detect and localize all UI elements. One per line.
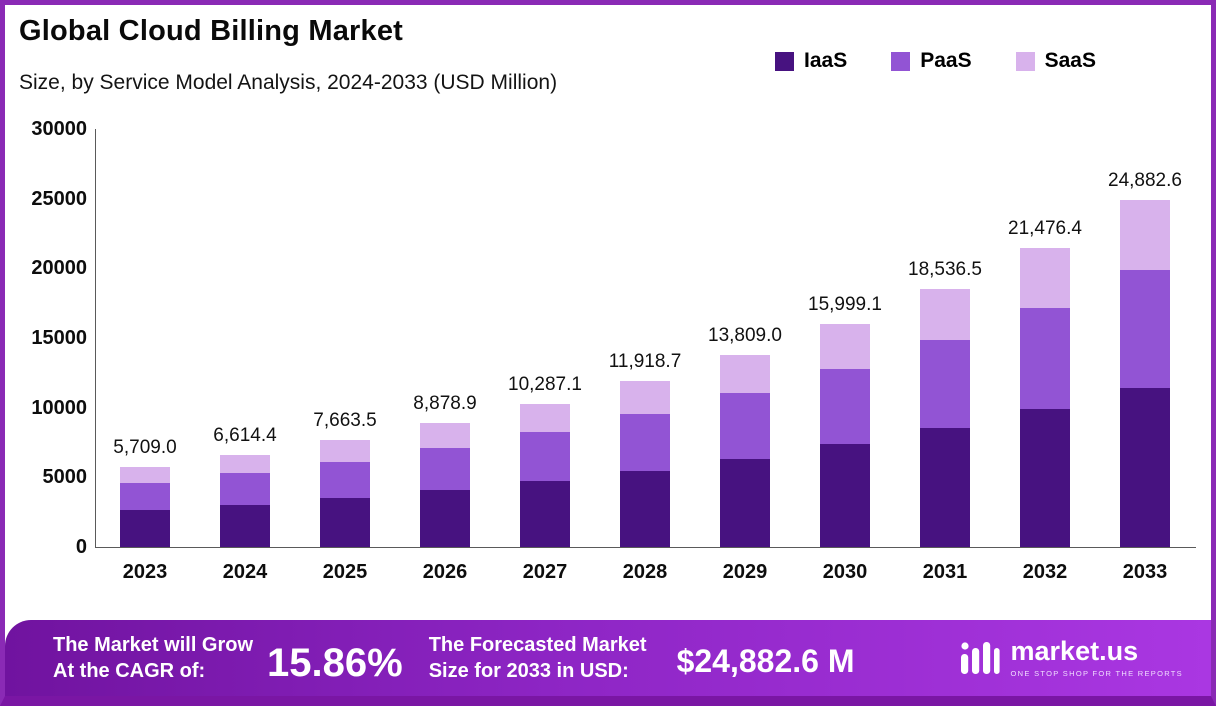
bar-segment-paas-2024: [220, 473, 270, 505]
bar-segment-paas-2026: [420, 448, 470, 491]
bar-segment-paas-2025: [320, 461, 370, 498]
x-axis-label-2025: 2025: [322, 561, 368, 583]
brand: market.us ONE STOP SHOP FOR THE REPORTS: [959, 638, 1183, 678]
bar-segment-iaas-2024: [220, 504, 270, 547]
bar-segment-saas-2029: [720, 354, 770, 394]
y-axis-tick-label: 25000: [31, 187, 87, 210]
bar-segment-iaas-2026: [420, 490, 470, 547]
bar-total-label-2027: 10,287.1: [508, 373, 582, 395]
forecast-value: $24,882.6 M: [676, 642, 855, 679]
bar-segment-iaas-2027: [520, 481, 570, 547]
forecast-label-line1: The Forecasted Market: [428, 634, 647, 656]
legend-item-saas: SaaS: [1015, 49, 1096, 73]
bar-segment-iaas-2028: [620, 470, 670, 547]
brand-text: market.us ONE STOP SHOP FOR THE REPORTS: [1010, 636, 1183, 679]
legend-item-paas: PaaS: [891, 49, 972, 73]
legend-label: IaaS: [804, 49, 848, 72]
bar-segment-iaas-2030: [820, 444, 870, 547]
bar-segment-saas-2030: [820, 324, 870, 369]
bar-total-label-2032: 21,476.4: [1008, 217, 1082, 239]
bar-segment-paas-2030: [820, 368, 870, 445]
bar-total-label-2031: 18,536.5: [908, 258, 982, 280]
x-axis-line: [95, 547, 1196, 548]
y-axis: 0 5000 10000 15000 20000 25000 30000: [5, 118, 88, 558]
bar-segment-saas-2024: [220, 454, 270, 474]
bar-segment-iaas-2029: [720, 458, 770, 547]
bar-segment-paas-2032: [1020, 307, 1070, 410]
bar-total-label-2028: 11,918.7: [608, 350, 682, 372]
x-axis-label-2023: 2023: [122, 561, 168, 583]
bar-total-label-2026: 8,878.9: [413, 393, 477, 415]
footer-banner: The Market will Grow At the CAGR of: 15.…: [5, 620, 1211, 696]
bar-total-label-2030: 15,999.1: [808, 294, 882, 316]
chart-title: Global Cloud Billing Market: [19, 15, 404, 47]
legend-swatch-iaas: [775, 51, 795, 71]
bar-segment-saas-2026: [420, 423, 470, 449]
x-axis-label-2032: 2032: [1022, 561, 1068, 583]
bar-segment-saas-2033: [1120, 200, 1170, 270]
legend-item-iaas: IaaS: [775, 49, 847, 73]
bar-segment-iaas-2031: [920, 428, 970, 547]
forecast-label: The Forecasted Market Size for 2033 in U…: [429, 632, 647, 684]
forecast-label-line2: Size for 2033 in USD:: [428, 660, 629, 682]
bar-segment-saas-2028: [620, 380, 670, 415]
legend-swatch-saas: [1015, 51, 1035, 71]
bar-total-label-2024: 6,614.4: [213, 424, 277, 446]
y-axis-tick-label: 20000: [31, 257, 87, 280]
market-us-logo-icon: [960, 642, 1000, 674]
y-axis-line: [95, 129, 96, 548]
bar-segment-saas-2025: [320, 440, 370, 462]
x-axis-label-2024: 2024: [222, 561, 268, 583]
bar-total-label-2025: 7,663.5: [313, 410, 377, 432]
y-axis-tick-label: 30000: [31, 118, 87, 140]
bar-segment-saas-2027: [520, 403, 570, 433]
bar-segment-saas-2031: [920, 288, 970, 341]
bar-segment-paas-2023: [120, 483, 170, 511]
bar-total-label-2033: 24,882.6: [1108, 170, 1182, 192]
bar-segment-iaas-2025: [320, 497, 370, 547]
y-axis-tick-label: 5000: [42, 466, 88, 489]
brand-name: market.us: [1010, 636, 1139, 666]
x-axis-label-2033: 2033: [1122, 561, 1168, 583]
x-axis-label-2030: 2030: [822, 561, 868, 583]
y-axis-tick-label: 15000: [31, 327, 87, 349]
x-axis-label-2028: 2028: [622, 561, 668, 583]
chart-subtitle: Size, by Service Model Analysis, 2024-20…: [19, 71, 558, 94]
bar-segment-paas-2028: [620, 414, 670, 471]
bar-segment-saas-2023: [120, 467, 170, 484]
x-axis-label-2031: 2031: [922, 561, 968, 583]
y-axis-tick-label: 10000: [31, 396, 87, 419]
chart-legend: IaaS PaaS SaaS: [775, 49, 1096, 73]
cagr-label: The Market will Grow At the CAGR of:: [53, 632, 253, 684]
plot-area: 5,709.0 6,614.4 7,663.5 8,878.9 10,287.1 11,9…: [95, 129, 1195, 547]
legend-swatch-paas: [891, 51, 911, 71]
bar-segment-saas-2032: [1020, 247, 1070, 308]
legend-label: SaaS: [1044, 49, 1096, 72]
cagr-label-line2: At the CAGR of:: [53, 660, 206, 682]
x-axis-label-2027: 2027: [522, 561, 568, 583]
bar-segment-iaas-2032: [1020, 409, 1070, 547]
cagr-label-line1: The Market will Grow: [53, 634, 254, 656]
legend-label: PaaS: [920, 49, 972, 72]
bar-total-label-2029: 13,809.0: [708, 324, 782, 346]
y-axis-tick-label: 0: [75, 536, 87, 558]
bar-segment-iaas-2033: [1120, 387, 1170, 547]
bar-segment-paas-2027: [520, 432, 570, 482]
brand-tagline: ONE STOP SHOP FOR THE REPORTS: [1010, 669, 1183, 678]
bar-segment-paas-2031: [920, 340, 970, 429]
bar-segment-iaas-2023: [120, 510, 170, 547]
bar-total-label-2023: 5,709.0: [113, 437, 177, 459]
x-axis: 2023 2024 2025 2026 2027 2028 2029 2030 2031 2032…: [95, 561, 1195, 591]
bar-segment-paas-2033: [1120, 269, 1170, 388]
x-axis-label-2029: 2029: [722, 561, 768, 583]
bar-segment-paas-2029: [720, 393, 770, 459]
x-axis-label-2026: 2026: [422, 561, 468, 583]
cagr-value: 15.86%: [267, 640, 403, 685]
